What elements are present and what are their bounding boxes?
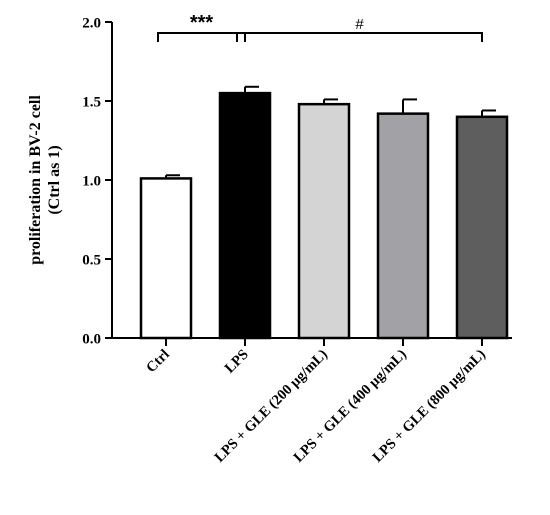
significance-bracket	[236, 32, 483, 43]
significance-label: ***	[190, 12, 214, 34]
significance-bracket	[157, 32, 246, 43]
y-axis-title-line: proliferation in BV-2 cell	[27, 95, 44, 265]
y-tick-label: 0.0	[82, 332, 101, 348]
bars	[139, 85, 509, 340]
bar	[376, 112, 430, 340]
y-tick-label: 1.0	[82, 174, 101, 190]
y-axis-title: proliferation in BV-2 cell (Ctrl as 1)	[27, 95, 63, 265]
y-axis: 0.0 0.5 1.0 1.5 2.0	[82, 16, 113, 348]
significance-label: #	[355, 16, 364, 33]
x-tick-label: Ctrl	[143, 347, 173, 377]
y-axis-title-line: (Ctrl as 1)	[46, 145, 63, 214]
bar	[297, 102, 351, 340]
x-tick-label: LPS	[222, 347, 252, 377]
y-axis-label: proliferation in BV-2 cell (Ctrl as 1)	[27, 95, 63, 265]
significance-annotations: *** #	[157, 12, 483, 43]
y-tick-label: 0.5	[82, 253, 101, 269]
y-tick-label: 2.0	[82, 16, 101, 32]
y-tick-label: 1.5	[82, 95, 101, 111]
bar	[218, 91, 272, 340]
bar	[455, 115, 509, 340]
bar	[139, 177, 193, 340]
